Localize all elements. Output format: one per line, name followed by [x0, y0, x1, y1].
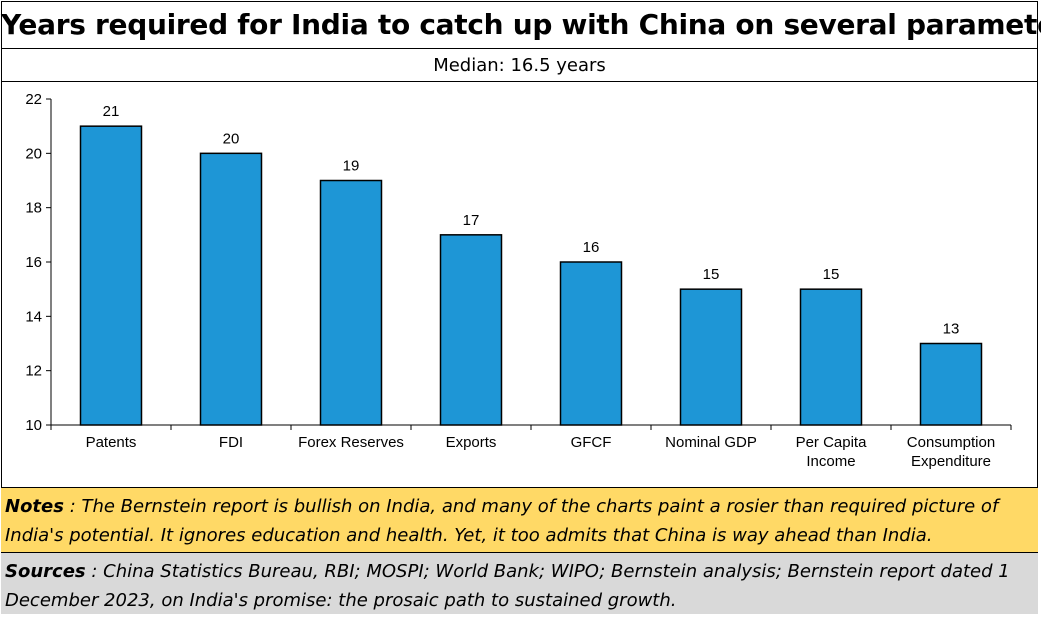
data-label: 13 [943, 321, 960, 338]
page-title: Years required for India to catch up wit… [1, 1, 1041, 49]
x-tick-label: Exports [446, 434, 497, 451]
sources-box: Sources : China Statistics Bureau, RBI; … [1, 553, 1038, 614]
x-tick-label: Forex Reserves [298, 434, 404, 451]
notes-label: Notes [5, 496, 64, 517]
x-tick-label: FDI [219, 434, 243, 451]
bar-chart: 10 12 14 16 18 20 22 21 Patents 20 FDI 19 Forex Rese… [1, 83, 1038, 487]
bar-chart-svg: 10 12 14 16 18 20 22 21 Patents 20 FDI 19 Forex Rese… [25, 91, 1012, 470]
data-label: 15 [823, 266, 840, 283]
y-tick-label: 20 [25, 145, 42, 162]
y-tick-label: 10 [25, 417, 42, 434]
x-tick-label: GFCF [571, 434, 612, 451]
bar [679, 288, 743, 426]
sources-label: Sources [5, 561, 86, 582]
x-tick-label: Patents [86, 434, 137, 451]
y-tick-label: 22 [25, 91, 42, 108]
data-label: 15 [703, 266, 720, 283]
bar [559, 261, 623, 426]
y-tick-label: 14 [25, 308, 42, 325]
data-label: 21 [103, 103, 120, 120]
bar [799, 288, 863, 426]
data-label: 16 [583, 239, 600, 256]
y-tick-label: 16 [25, 254, 42, 271]
bar [79, 125, 143, 426]
data-label: 19 [343, 158, 360, 175]
sources-text: : China Statistics Bureau, RBI; MOSPI; W… [5, 561, 1010, 611]
bar [319, 179, 383, 426]
chart-subtitle: Median: 16.5 years [1, 50, 1038, 82]
y-tick-label: 12 [25, 363, 42, 380]
x-tick-label: Per Capita Income [796, 434, 868, 470]
bar [199, 152, 263, 426]
x-tick-label: Nominal GDP [665, 434, 757, 451]
notes-text: : The Bernstein report is bullish on Ind… [5, 496, 999, 546]
bar [439, 234, 503, 426]
y-tick-label: 18 [25, 200, 42, 217]
notes-box: Notes : The Bernstein report is bullish … [1, 487, 1038, 553]
x-tick-label: Consumption Expenditure [907, 434, 995, 470]
data-label: 17 [463, 212, 480, 229]
data-label: 20 [223, 130, 240, 147]
bar [919, 342, 983, 426]
